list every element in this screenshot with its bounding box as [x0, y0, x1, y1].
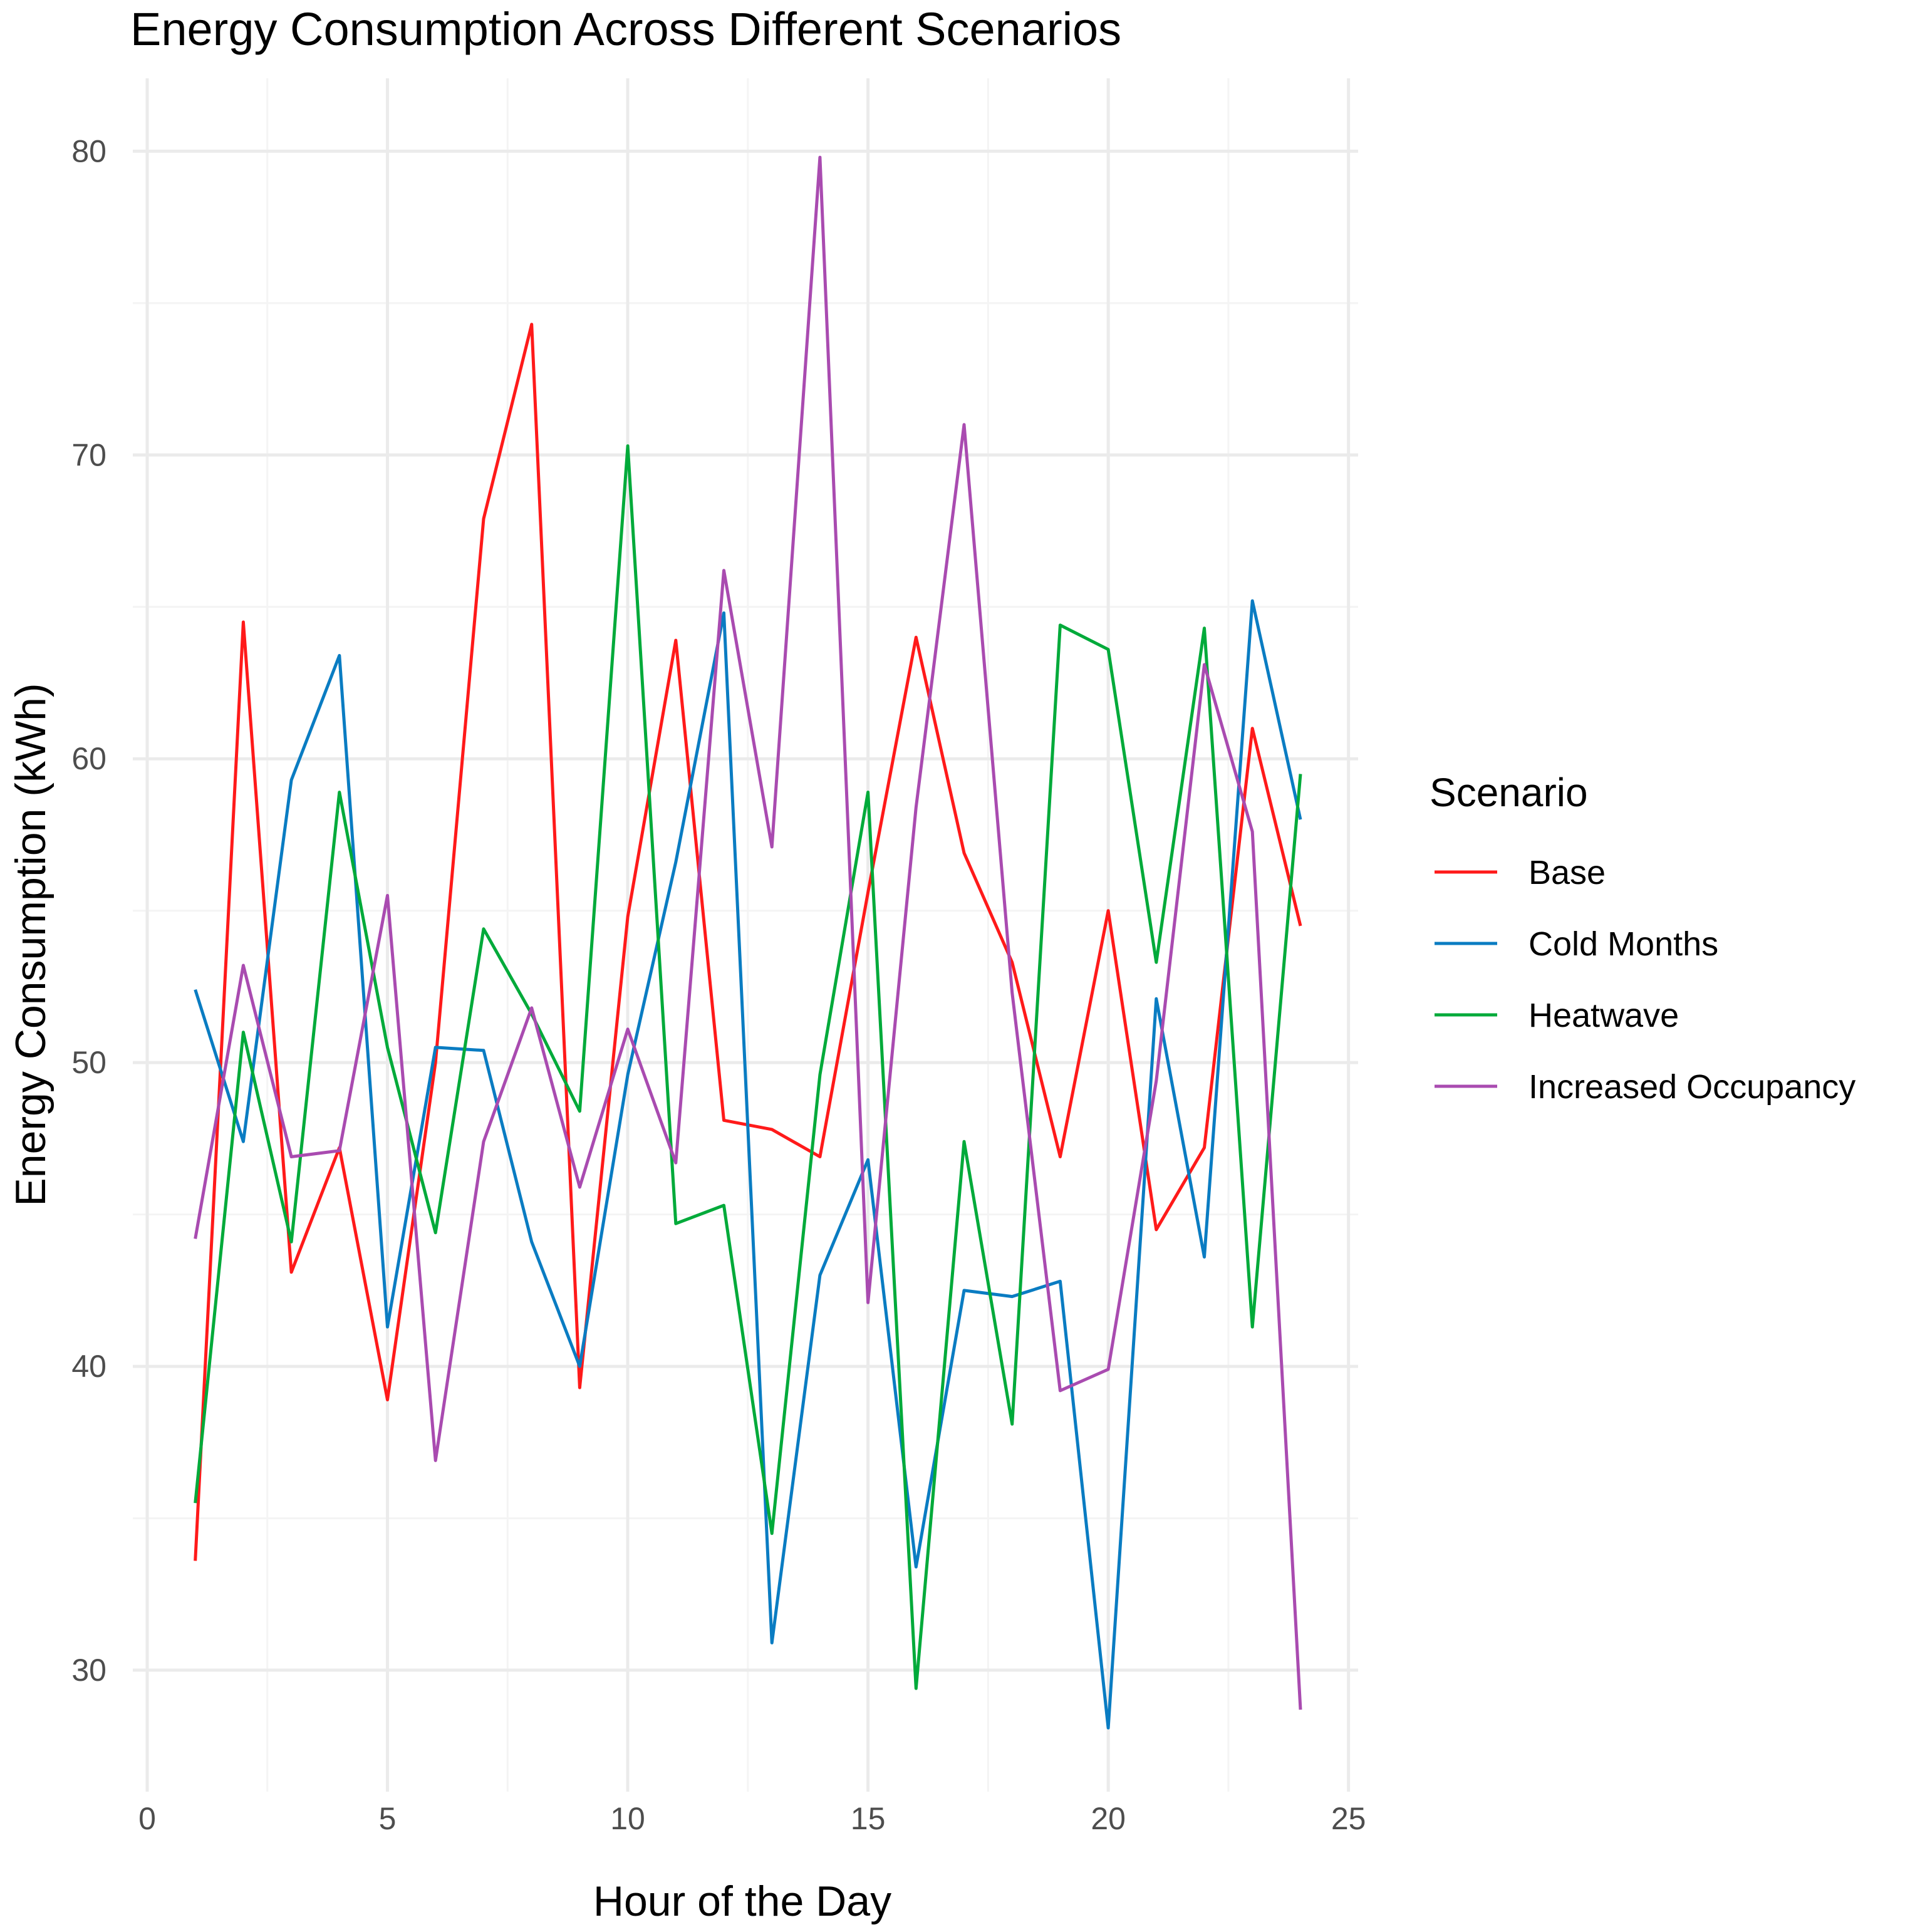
- y-tick-label: 50: [71, 1045, 106, 1080]
- x-tick-label: 25: [1331, 1801, 1366, 1836]
- x-tick-label: 0: [138, 1801, 156, 1836]
- y-axis-title: Energy Consumption (kWh): [7, 683, 54, 1206]
- grid-major: [133, 78, 1358, 1792]
- legend-items: Base Cold Months Heatwave Increased Occupan…: [1435, 854, 1856, 1106]
- y-tick-label: 30: [71, 1653, 106, 1688]
- series-line-increased-occupancy: [194, 155, 1302, 1710]
- legend-label-base: Base: [1529, 854, 1606, 891]
- legend-label-heatwave: Heatwave: [1529, 997, 1679, 1034]
- y-tick-label: 60: [71, 741, 106, 776]
- legend: Scenario Base Cold Months Heatwave Increase…: [1430, 770, 1856, 1106]
- legend-label-cold-months: Cold Months: [1529, 925, 1718, 963]
- series-line-cold-months: [194, 599, 1302, 1730]
- x-tick-label: 10: [610, 1801, 645, 1836]
- x-axis-ticks: 0 5 10 15 20 25: [138, 1801, 1366, 1836]
- x-tick-label: 5: [379, 1801, 397, 1836]
- y-tick-label: 80: [71, 133, 106, 169]
- chart-title: Energy Consumption Across Different Scen…: [130, 3, 1121, 55]
- series-lines: [194, 155, 1302, 1730]
- y-axis-ticks: 30 40 50 60 70 80: [71, 133, 106, 1688]
- x-tick-label: 20: [1091, 1801, 1126, 1836]
- legend-title: Scenario: [1430, 770, 1588, 815]
- legend-label-increased-occupancy: Increased Occupancy: [1529, 1068, 1856, 1106]
- y-tick-label: 70: [71, 437, 106, 472]
- x-tick-label: 15: [851, 1801, 886, 1836]
- x-axis-title: Hour of the Day: [593, 1877, 891, 1925]
- series-line-heatwave: [194, 444, 1302, 1690]
- y-tick-label: 40: [71, 1349, 106, 1384]
